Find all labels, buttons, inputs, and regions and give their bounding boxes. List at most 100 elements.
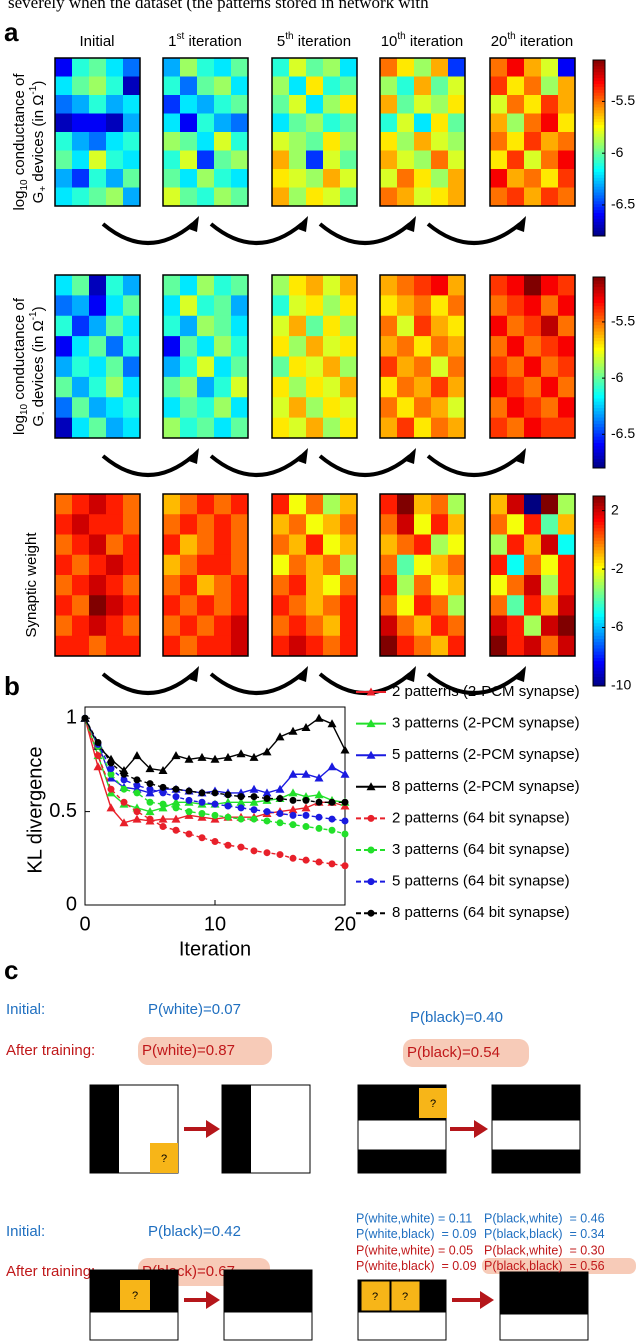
heatmap-cell [431, 295, 449, 317]
colorbar-step [593, 362, 605, 367]
colorbar-step [593, 315, 605, 319]
arrows [184, 1120, 494, 1309]
heatmap-cell [123, 356, 141, 378]
heatmap-cell [490, 150, 508, 170]
heatmap-cell [272, 575, 290, 596]
colorbar-step [593, 224, 605, 228]
colorbar-step [593, 68, 605, 73]
colorbar-step [593, 153, 605, 158]
heatmap-cell [380, 514, 398, 535]
heatmap-cell [89, 514, 107, 535]
colorbar-step [593, 136, 605, 140]
point [236, 749, 246, 758]
title-number: 20 [491, 33, 508, 50]
point [340, 769, 350, 778]
point [327, 719, 337, 728]
heatmap-cell [397, 376, 415, 398]
title-word: iteration [294, 33, 352, 50]
colorbar-step [593, 80, 605, 84]
heatmap-cell [89, 295, 107, 317]
heatmap-cell [414, 514, 432, 535]
initial-prob: P(white,black) = 0.09 [356, 1227, 477, 1241]
point [301, 803, 311, 812]
heatmap-cell [448, 595, 466, 616]
query-cell [150, 1143, 178, 1173]
heatmap-cell [123, 187, 141, 207]
initial-label: Initial: [6, 1223, 45, 1240]
heatmap-cell [490, 95, 508, 114]
heatmap-cell [323, 95, 341, 114]
heatmap-cell [89, 356, 107, 378]
heatmap-cell [558, 376, 576, 398]
colorbar-step [593, 218, 605, 222]
colorbar-step [593, 183, 605, 187]
colorbar-step [593, 651, 605, 655]
heatmap-cell [507, 397, 525, 418]
heatmap-cell [306, 58, 324, 77]
heatmap-cell [306, 132, 324, 151]
heatmap-cell [214, 635, 232, 657]
heatmap-cell [55, 275, 73, 296]
colorbar-step [593, 572, 605, 576]
heatmap-cell [163, 295, 181, 317]
arrowhead [186, 448, 199, 464]
point [275, 784, 285, 793]
heatmap-frame [54, 57, 141, 207]
arrowhead [513, 448, 526, 464]
arrowhead [295, 216, 308, 232]
heatmap-cell [448, 295, 466, 317]
colorbar-step [593, 327, 605, 332]
heatmap-cell [289, 635, 307, 657]
colorbar-step [593, 98, 605, 102]
heatmap-cell [272, 150, 290, 170]
heatmap-cell [507, 534, 525, 556]
heatmap-cell [214, 595, 232, 616]
heatmap-cell [289, 113, 307, 133]
colorbar-step [593, 499, 605, 503]
heatmap-cell [180, 315, 198, 337]
heatmap-cell [448, 417, 466, 439]
row-label-part: -1 [28, 85, 39, 94]
heatmap-cell [323, 554, 341, 576]
heatmap-cell [163, 615, 181, 637]
heatmap-cell [431, 187, 449, 207]
heatmap-cell [323, 58, 341, 77]
heatmap-cell [180, 494, 198, 515]
arrowhead [474, 1120, 488, 1138]
heatmap-cell [123, 315, 141, 337]
query-cell [120, 1280, 150, 1310]
heatmap-cell [323, 169, 341, 188]
heatmap-cell [272, 494, 290, 515]
heatmap-cell [123, 295, 141, 317]
colorbar-step [593, 83, 605, 87]
heatmap-cell [306, 417, 324, 439]
heatmap-cell [106, 132, 124, 151]
flow-arrow [426, 672, 522, 695]
heatmap-cell [558, 494, 576, 515]
heatmap-cell [507, 356, 525, 378]
colorbar-step [593, 436, 605, 440]
heatmap-cell [448, 494, 466, 515]
point [107, 765, 115, 773]
heatmap-cell [106, 169, 124, 188]
point [159, 800, 167, 808]
heatmap-cell [448, 534, 466, 556]
colorbar-step [593, 101, 605, 105]
heatmap-cell [197, 315, 215, 337]
heatmap-cell [163, 595, 181, 616]
point [276, 795, 284, 803]
row-label: log10 conductance of [11, 297, 30, 435]
heatmap-cell [414, 554, 432, 576]
point [328, 798, 336, 806]
heatmap-cell [558, 150, 576, 170]
heatmap-cell [414, 397, 432, 418]
arrowhead [206, 1291, 220, 1309]
point [262, 747, 272, 756]
heatmap-cell [72, 356, 90, 378]
heatmap-cell [214, 356, 232, 378]
heatmap-cell [431, 336, 449, 357]
heatmap-cell [414, 417, 432, 439]
heatmap-cell [397, 315, 415, 337]
heatmap-cell [197, 336, 215, 357]
point [263, 849, 271, 857]
